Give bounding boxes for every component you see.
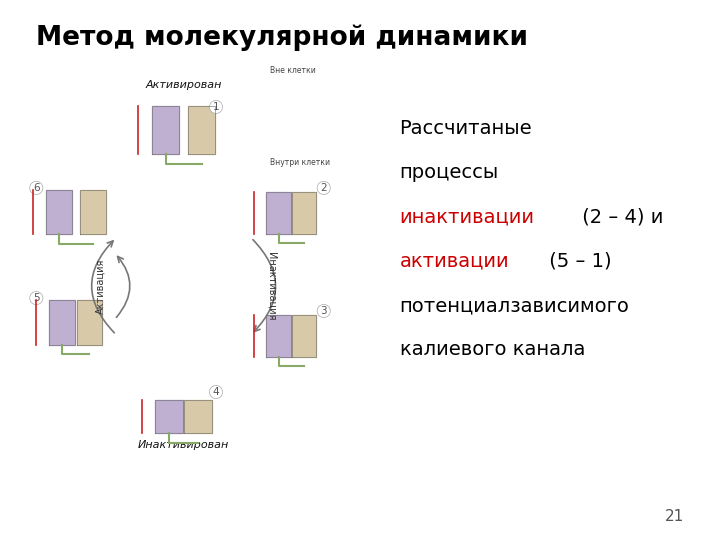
Text: инактивации: инактивации [400,207,534,226]
Text: Инактивация: Инактивация [266,252,276,320]
Polygon shape [266,315,291,357]
Text: 3: 3 [320,306,327,316]
Polygon shape [46,190,72,234]
Polygon shape [266,192,291,234]
Text: Рассчитаные: Рассчитаные [400,119,532,138]
Text: Активация: Активация [95,259,105,314]
Text: 1: 1 [212,102,220,112]
Text: Метод молекулярной динамики: Метод молекулярной динамики [36,24,528,51]
Polygon shape [292,192,316,234]
Text: 21: 21 [665,509,684,524]
Text: активации: активации [400,252,509,271]
Text: (2 – 4) и: (2 – 4) и [576,207,663,226]
Text: калиевого канала: калиевого канала [400,340,585,359]
Text: 5: 5 [33,293,40,303]
Polygon shape [76,300,102,345]
Text: Внутри клетки: Внутри клетки [270,158,330,167]
Text: 2: 2 [320,183,327,193]
Polygon shape [292,315,316,357]
Polygon shape [184,400,212,433]
Text: (5 – 1): (5 – 1) [543,252,612,271]
Polygon shape [152,106,179,154]
Text: процессы: процессы [400,163,499,182]
Polygon shape [188,106,215,154]
Text: 4: 4 [212,387,220,397]
Polygon shape [49,300,75,345]
Polygon shape [80,190,106,234]
Text: Вне клетки: Вне клетки [270,66,316,76]
Text: Инактивирован: Инактивирован [138,440,229,450]
Text: потенциалзависимого: потенциалзависимого [400,296,629,315]
Text: 6: 6 [33,183,40,193]
Text: Активирован: Активирован [145,79,222,90]
Polygon shape [156,400,183,433]
